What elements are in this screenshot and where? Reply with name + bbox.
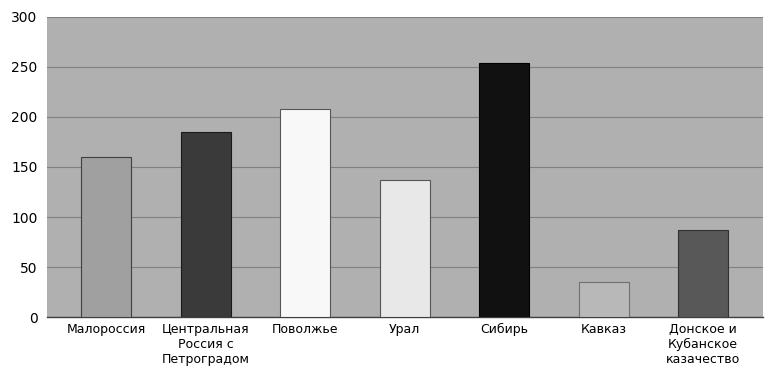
Bar — [81, 157, 131, 317]
Bar — [579, 282, 628, 317]
Bar — [380, 180, 430, 317]
Bar — [280, 109, 330, 317]
Bar — [181, 132, 231, 317]
Bar — [479, 63, 529, 317]
Bar — [678, 230, 728, 317]
